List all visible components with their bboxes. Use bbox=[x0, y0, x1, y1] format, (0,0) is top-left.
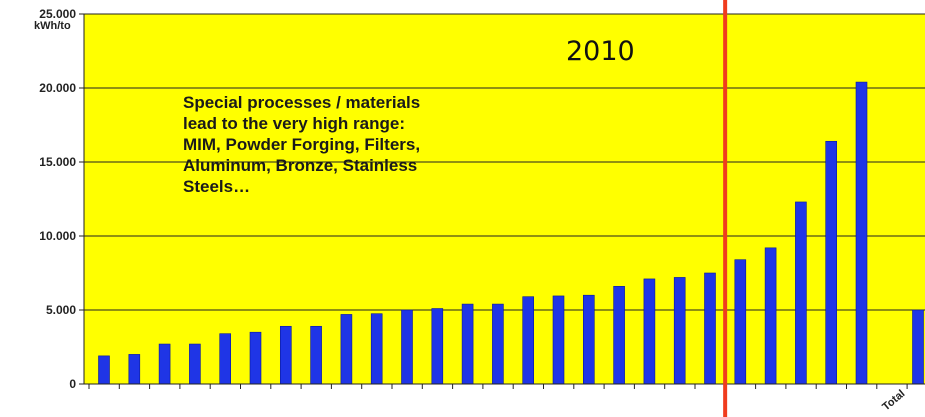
total-category-label: Total bbox=[880, 388, 907, 414]
bar bbox=[401, 309, 413, 385]
bar bbox=[310, 325, 322, 385]
y-tick-label: 20.000 bbox=[39, 81, 76, 95]
y-axis-unit: kWh/to bbox=[34, 20, 71, 32]
y-tick-label: 5.000 bbox=[46, 303, 76, 317]
bar bbox=[825, 140, 838, 385]
bar bbox=[492, 303, 504, 385]
bar bbox=[582, 294, 595, 385]
bars bbox=[98, 81, 924, 385]
bar bbox=[552, 295, 565, 385]
y-tick-label: 25.000 bbox=[39, 7, 76, 21]
annotation-note: Special processes / materials lead to th… bbox=[183, 93, 421, 196]
bar bbox=[795, 201, 807, 385]
bar bbox=[643, 278, 656, 385]
bar bbox=[249, 331, 262, 385]
bar bbox=[431, 308, 444, 385]
bar bbox=[461, 303, 474, 385]
bar bbox=[613, 286, 625, 385]
bar bbox=[128, 354, 141, 385]
bar bbox=[189, 343, 201, 385]
total-bar bbox=[912, 309, 924, 385]
bar bbox=[370, 313, 383, 385]
y-tick-label: 0 bbox=[69, 377, 76, 391]
bar bbox=[98, 355, 110, 385]
bar bbox=[704, 272, 716, 385]
bar bbox=[158, 343, 171, 385]
bar bbox=[219, 333, 231, 385]
y-tick-label: 10.000 bbox=[39, 229, 76, 243]
bar bbox=[734, 259, 747, 385]
year-label: 2010 bbox=[566, 36, 635, 67]
bar bbox=[340, 314, 353, 385]
bar bbox=[764, 247, 777, 385]
y-tick-label: 15.000 bbox=[39, 155, 76, 169]
bar bbox=[522, 296, 535, 385]
bar bbox=[673, 277, 686, 385]
bar bbox=[279, 325, 292, 385]
bar bbox=[855, 81, 868, 385]
y-axis-ticks: 0 5.000 10.000 15.000 20.000 25.000 bbox=[39, 7, 84, 391]
plot-area bbox=[84, 14, 925, 384]
